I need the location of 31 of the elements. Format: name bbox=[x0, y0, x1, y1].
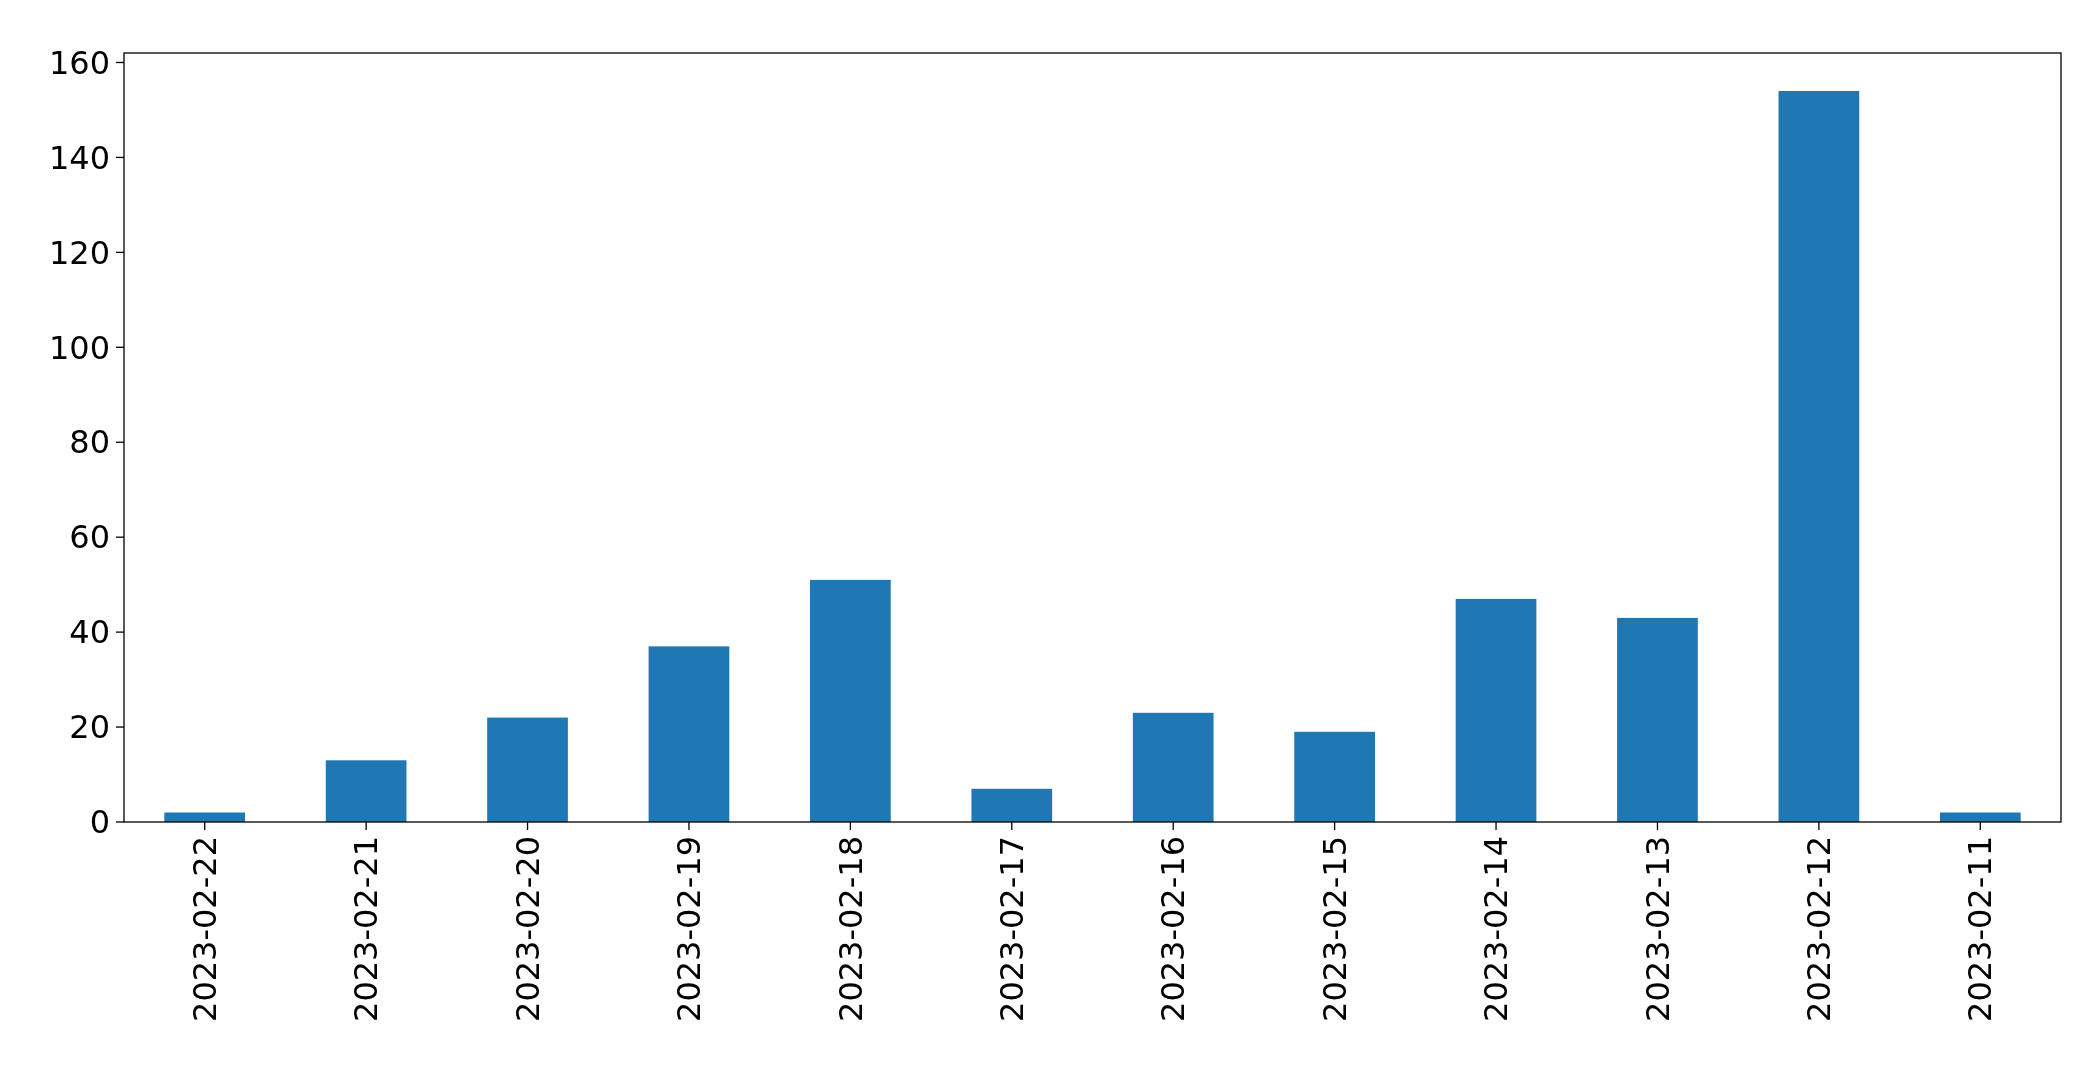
y-tick-label: 100 bbox=[48, 328, 110, 367]
x-tick-label: 2023-02-22 bbox=[185, 836, 224, 1022]
y-tick-label: 20 bbox=[69, 708, 110, 747]
y-tick-label: 120 bbox=[48, 233, 110, 272]
bar bbox=[810, 579, 891, 822]
bar bbox=[1455, 598, 1537, 822]
bar bbox=[325, 760, 407, 822]
bar bbox=[648, 646, 730, 822]
bar bbox=[1132, 712, 1214, 822]
x-tick-label: 2023-02-11 bbox=[1961, 836, 2000, 1022]
x-tick-label: 2023-02-14 bbox=[1477, 836, 1516, 1022]
bar bbox=[487, 717, 568, 822]
y-tick-label: 140 bbox=[48, 138, 110, 177]
x-tick-label: 2023-02-13 bbox=[1638, 836, 1677, 1022]
y-tick-label: 160 bbox=[48, 43, 110, 82]
bar bbox=[1778, 90, 1860, 822]
y-tick-label: 60 bbox=[69, 518, 110, 557]
x-tick-label: 2023-02-12 bbox=[1800, 836, 1839, 1022]
y-tick-label: 80 bbox=[69, 423, 110, 462]
bar bbox=[971, 788, 1053, 822]
y-tick-label: 0 bbox=[89, 803, 110, 842]
y-tick-label: 40 bbox=[69, 613, 110, 652]
x-tick-label: 2023-02-21 bbox=[347, 836, 386, 1022]
bar bbox=[1617, 617, 1698, 822]
x-tick-label: 2023-02-17 bbox=[992, 836, 1031, 1022]
x-tick-label: 2023-02-18 bbox=[831, 836, 870, 1022]
x-tick-label: 2023-02-19 bbox=[670, 836, 709, 1022]
x-tick-label: 2023-02-16 bbox=[1154, 836, 1193, 1022]
x-tick-label: 2023-02-20 bbox=[508, 836, 547, 1022]
x-tick-label: 2023-02-15 bbox=[1315, 836, 1354, 1022]
bar bbox=[1294, 731, 1375, 822]
